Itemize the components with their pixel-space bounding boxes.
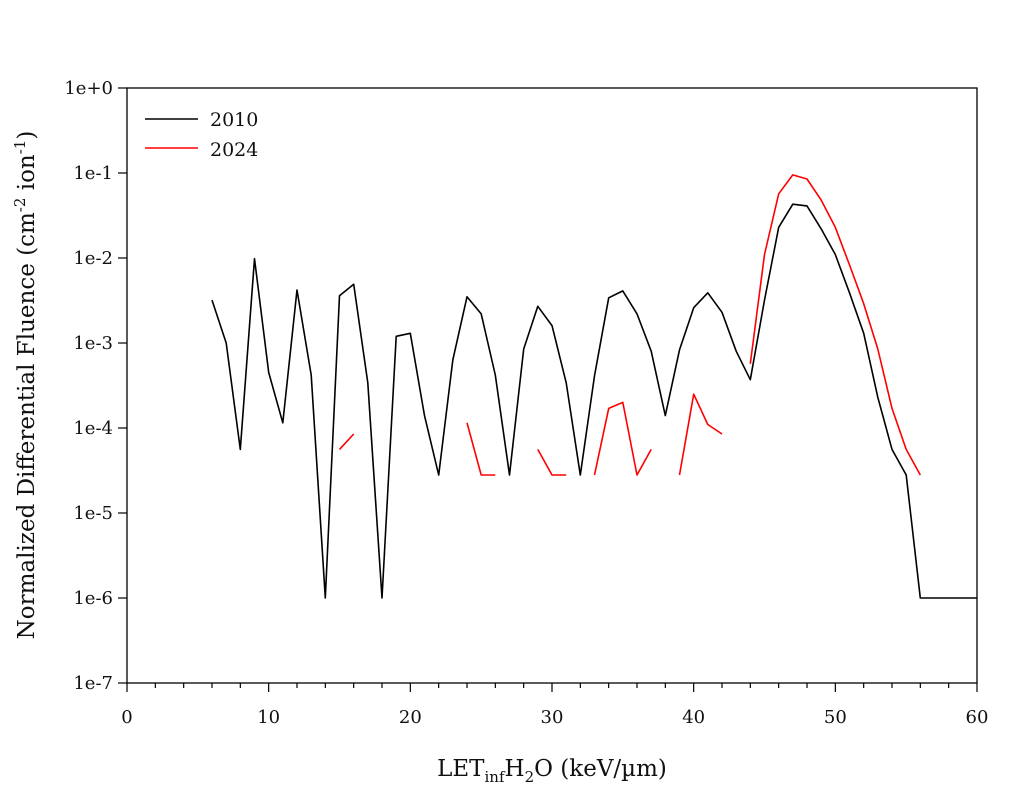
y-tick-label: 1e-5 [73, 503, 113, 524]
plot-frame [126, 87, 978, 684]
x-tick-label: 60 [966, 707, 989, 728]
y-axis-label: Normalized Differential Fluence (cm-2 io… [11, 131, 40, 640]
series-line-2024 [749, 174, 922, 476]
y-label-rest: ) [14, 131, 40, 140]
series-line-2024 [537, 449, 567, 476]
y-label-main: Normalized Differential Fluence (cm [14, 212, 40, 639]
legend: 2010 2024 [145, 109, 258, 161]
y-tick-label: 1e-3 [73, 333, 113, 354]
y-label-ion: ion [14, 154, 40, 198]
x-axis: 0 10 20 30 40 50 60 [121, 683, 988, 728]
series-line-2024 [338, 433, 355, 450]
x-label-rest: O (keV/µm) [534, 756, 667, 782]
x-tick-label: 50 [824, 707, 847, 728]
y-axis: 1e+0 1e-1 1e-2 1e-3 1e-4 1e-5 1e-6 1e-7 [64, 78, 127, 694]
x-tick-label: 20 [399, 707, 422, 728]
y-tick-label: 1e-6 [73, 588, 113, 609]
y-label-sup-1: -2 [11, 198, 29, 213]
legend-label-2010: 2010 [210, 109, 258, 131]
y-tick-label: 1e-2 [73, 248, 113, 269]
y-tick-label: 1e-1 [73, 163, 113, 184]
x-axis-label: LETinfH2O (keV/µm) [437, 756, 667, 786]
x-tick-label: 0 [121, 707, 132, 728]
y-tick-label: 1e-7 [73, 673, 113, 694]
series-line-2024 [678, 393, 723, 476]
y-label-sup-2: -1 [11, 140, 29, 155]
x-label-h: H [505, 756, 525, 782]
x-tick-label: 40 [682, 707, 705, 728]
x-tick-label: 30 [541, 707, 564, 728]
series-line-2024 [593, 401, 652, 476]
y-tick-label: 1e-4 [73, 418, 113, 439]
legend-label-2024: 2024 [210, 139, 258, 161]
series-group [211, 174, 977, 599]
series-line-2010 [211, 203, 977, 599]
x-label-sub-inf: inf [485, 768, 506, 786]
x-label-sub-2: 2 [525, 768, 535, 786]
series-line-2024 [466, 422, 496, 476]
x-tick-label: 10 [257, 707, 280, 728]
x-label-main: LET [437, 756, 485, 782]
y-tick-label: 1e+0 [64, 78, 113, 99]
